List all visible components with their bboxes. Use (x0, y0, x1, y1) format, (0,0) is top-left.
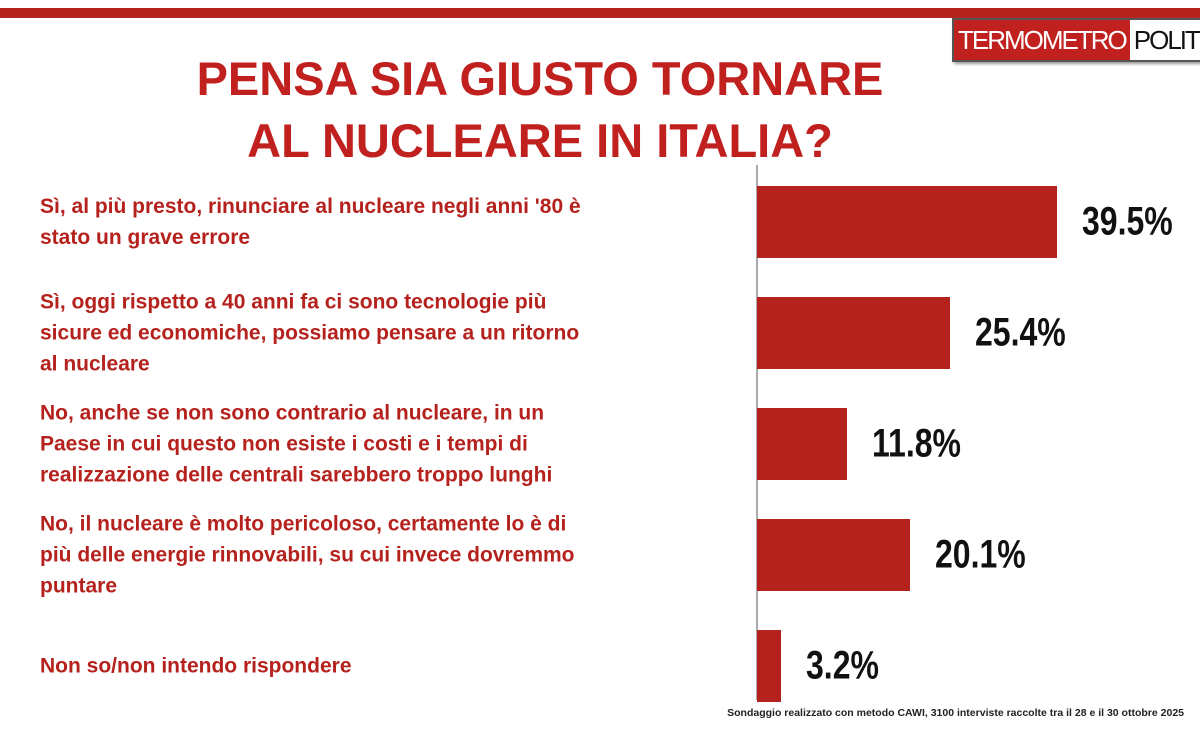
bar (757, 186, 1058, 258)
top-bar (0, 8, 1200, 18)
value-label: 20.1% (934, 532, 1026, 577)
logo: TERMOMETRO POLITICO (952, 18, 1200, 62)
category-label: No, il nucleare è molto pericoloso, cert… (40, 512, 575, 598)
category-label: Non so/non intendo rispondere (40, 654, 352, 678)
value-label: 39.5% (1082, 199, 1173, 244)
chart-title: PENSA SIA GIUSTO TORNARE AL NUCLEARE IN … (196, 52, 884, 167)
bar (757, 408, 847, 480)
category-label: Sì, al più presto, rinunciare al nuclear… (40, 195, 581, 249)
value-label: 25.4% (975, 310, 1066, 355)
value-label: 11.8% (871, 421, 961, 466)
category-label: Sì, oggi rispetto a 40 anni fa ci sono t… (40, 290, 580, 376)
logo-part: POLITICO (1129, 20, 1200, 60)
value-label: 3.2% (806, 643, 880, 688)
category-label: No, anche se non sono contrario al nucle… (40, 401, 553, 487)
bar (757, 297, 951, 369)
bar (757, 519, 910, 591)
source-note: Sondaggio realizzato con metodo CAWI, 31… (727, 707, 1184, 719)
logo-part: TERMOMETRO (954, 20, 1130, 60)
bar (757, 630, 782, 702)
